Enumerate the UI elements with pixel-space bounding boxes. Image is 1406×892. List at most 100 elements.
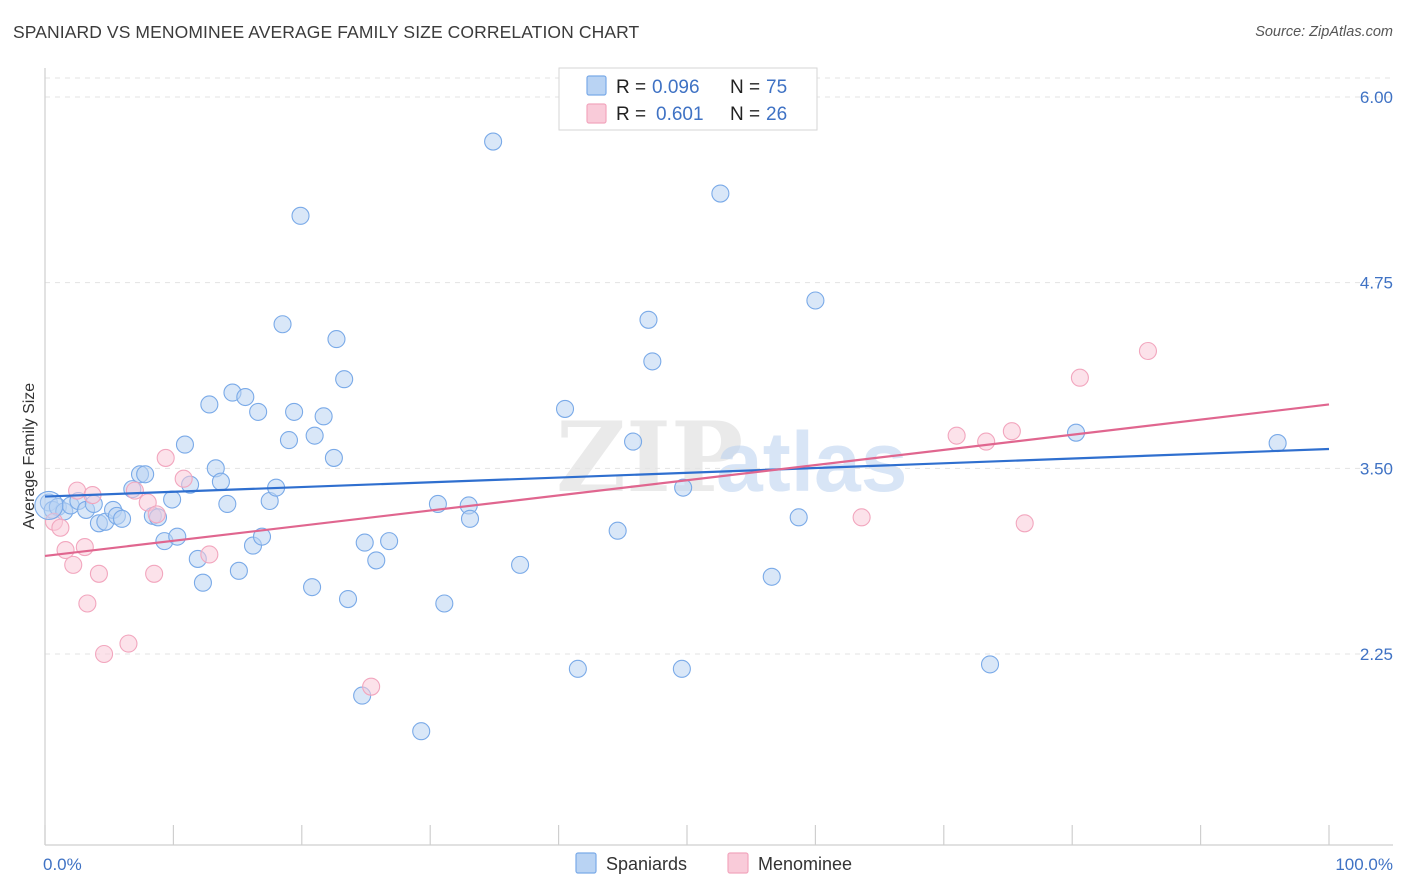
spaniards-point	[412, 722, 431, 741]
series-legend-swatch-spaniards	[575, 852, 597, 874]
spaniards-point	[335, 370, 354, 389]
legend-r-label-1: R =	[616, 77, 646, 98]
menominee-point	[174, 469, 193, 488]
menominee-point	[852, 508, 871, 527]
x-tick-labels: 0.0% 100.0%	[43, 855, 1393, 874]
legend-r-label-2: R =	[616, 104, 646, 125]
spaniards-point	[460, 509, 480, 528]
x-tick-label-max: 100.0%	[1335, 855, 1393, 874]
y-tick-label: 2.25	[1360, 645, 1393, 664]
spaniards-point	[380, 532, 399, 551]
series-legend-swatch-menominee	[727, 852, 749, 874]
legend-r-value-1: 0.096	[652, 77, 700, 98]
series-legend-label-menominee: Menominee	[758, 854, 852, 874]
legend-swatch-menominee	[586, 103, 607, 124]
spaniards-point	[355, 533, 374, 552]
spaniards-point	[568, 659, 587, 678]
spaniards-point	[218, 494, 237, 514]
spaniards-point	[136, 465, 155, 484]
spaniards-point	[279, 431, 299, 450]
spaniards-point	[193, 573, 212, 592]
series-legend: Spaniards Menominee	[575, 852, 852, 874]
data-points	[34, 132, 1287, 741]
y-tick-label: 6.00	[1360, 88, 1393, 107]
legend-n-value-1: 75	[766, 77, 787, 98]
spaniards-point	[338, 589, 358, 609]
spaniards-point	[762, 567, 781, 586]
spaniards-point	[175, 435, 195, 454]
x-tick-label-min: 0.0%	[43, 855, 82, 874]
legend-n-label-2: N =	[730, 104, 760, 125]
trend-lines	[44, 403, 1330, 558]
svg-text:R =: R =	[616, 77, 646, 98]
menominee-trend-line	[44, 403, 1330, 558]
watermark-text: ZIP	[556, 401, 743, 514]
spaniards-point	[789, 508, 808, 527]
legend-swatch-spaniards	[586, 75, 607, 96]
spaniards-point	[229, 561, 248, 580]
spaniards-point	[305, 426, 324, 445]
menominee-point	[119, 634, 138, 653]
spaniards-point	[327, 330, 346, 349]
menominee-point	[89, 564, 108, 583]
spaniards-trend-line	[44, 447, 1330, 498]
spaniards-point	[168, 527, 187, 546]
spaniards-point	[112, 509, 132, 528]
spaniards-point	[711, 184, 730, 203]
spaniards-point	[511, 555, 530, 574]
menominee-point	[156, 448, 175, 467]
menominee-point	[51, 518, 70, 537]
spaniards-point	[555, 399, 575, 418]
y-axis-label: Average Family Size	[21, 383, 38, 530]
series-legend-label-spaniards: Spaniards	[606, 854, 687, 874]
spaniards-point	[980, 655, 1000, 674]
menominee-point	[147, 505, 166, 524]
menominee-point	[56, 540, 75, 560]
stats-legend: R = 0.096 N = 75 R = 0.601 N = 26	[558, 67, 818, 131]
menominee-point	[125, 481, 144, 500]
watermark: ZIP atlas	[556, 401, 907, 514]
menominee-point	[362, 677, 381, 696]
menominee-point	[95, 644, 114, 664]
axes	[44, 68, 1393, 846]
spaniards-point	[367, 551, 386, 570]
y-tick-label: 3.50	[1360, 459, 1393, 478]
spaniards-point	[643, 352, 662, 371]
spaniards-point	[34, 490, 64, 521]
spaniards-point	[674, 478, 693, 497]
spaniards-point	[806, 291, 825, 310]
spaniards-point	[249, 402, 268, 421]
spaniards-point	[1268, 434, 1287, 453]
menominee-point	[78, 594, 97, 613]
source-label: Source: ZipAtlas.com	[1255, 24, 1393, 40]
menominee-point	[947, 426, 966, 445]
y-tick-labels: 2.25 3.50 4.75 6.00	[1360, 88, 1393, 664]
menominee-point	[64, 555, 83, 574]
spaniards-point	[252, 527, 272, 546]
spaniards-point	[639, 310, 658, 329]
spaniards-point	[273, 315, 292, 334]
spaniards-point	[211, 472, 230, 491]
spaniards-point	[291, 206, 310, 225]
menominee-point	[1002, 422, 1021, 441]
legend-n-label-1: N =	[730, 77, 760, 98]
menominee-point	[200, 545, 219, 564]
spaniards-point	[200, 395, 219, 414]
spaniards-point	[624, 432, 643, 451]
x-ticks	[44, 825, 1330, 845]
menominee-point	[1138, 341, 1158, 361]
legend-r-value-2: 0.601	[656, 104, 704, 125]
spaniards-point	[435, 594, 454, 613]
spaniards-point	[484, 132, 503, 151]
menominee-point	[1070, 368, 1089, 387]
menominee-point	[1015, 514, 1034, 533]
spaniards-point	[314, 407, 333, 426]
legend-n-value-2: 26	[766, 104, 787, 125]
chart-title: SPANIARD VS MENOMINEE AVERAGE FAMILY SIZ…	[13, 22, 640, 42]
watermark-text-light: atlas	[716, 415, 907, 509]
spaniards-point	[608, 521, 627, 540]
spaniards-point	[324, 448, 343, 467]
menominee-point	[977, 432, 996, 451]
spaniards-point	[236, 387, 255, 407]
